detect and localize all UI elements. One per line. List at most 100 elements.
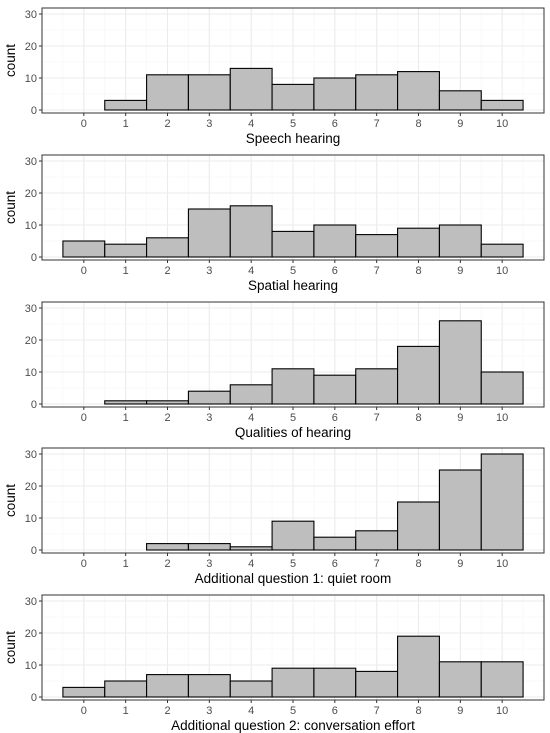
histogram-panel-2: 0 10 20 30 0 1 2 3 4 5 6 7 8 9 10 Spatial hearing count bbox=[3, 154, 545, 293]
histogram-bar bbox=[271, 667, 315, 698]
histogram-bar bbox=[187, 674, 231, 698]
x-tick-label: 7 bbox=[374, 705, 380, 717]
histogram-bar bbox=[355, 530, 399, 551]
x-tick-label: 10 bbox=[496, 705, 508, 717]
histogram-bar bbox=[438, 90, 482, 111]
x-tick-label: 3 bbox=[206, 118, 212, 130]
x-tick-label: 2 bbox=[164, 705, 170, 717]
x-tick-label: 2 bbox=[164, 412, 170, 424]
histogram-bar bbox=[480, 243, 524, 258]
histogram-bar bbox=[146, 400, 189, 405]
histogram-bar bbox=[146, 674, 189, 698]
y-tick-label: 10 bbox=[25, 660, 37, 672]
histogram-bar bbox=[146, 543, 189, 551]
histogram-bar bbox=[229, 680, 273, 698]
histogram-panel-3: 0 10 20 30 0 1 2 3 4 5 6 7 8 9 10 Qualities of hearing bbox=[25, 301, 545, 440]
x-tick-label: 3 bbox=[206, 412, 212, 424]
histogram-bar bbox=[355, 368, 399, 405]
x-tick-label: 8 bbox=[415, 265, 421, 277]
y-tick-label: 20 bbox=[25, 628, 37, 640]
histogram-bar bbox=[313, 667, 357, 698]
y-tick-label: 0 bbox=[31, 545, 37, 557]
y-tick-label: 30 bbox=[25, 156, 37, 168]
x-tick-label: 5 bbox=[290, 558, 296, 570]
x-tick-label: 0 bbox=[81, 412, 87, 424]
x-tick-label: 4 bbox=[248, 118, 254, 130]
x-tick-label: 9 bbox=[457, 265, 463, 277]
histogram-bar bbox=[146, 74, 189, 111]
y-axis-title: count bbox=[3, 484, 18, 517]
histogram-bar bbox=[480, 661, 524, 698]
x-tick-label: 1 bbox=[123, 412, 129, 424]
histogram-bar bbox=[271, 520, 315, 551]
y-tick-label: 0 bbox=[31, 692, 37, 704]
x-axis-title: Additional question 2: conversation effo… bbox=[171, 718, 415, 733]
x-tick-label: 2 bbox=[164, 558, 170, 570]
x-tick-label: 9 bbox=[457, 118, 463, 130]
x-tick-label: 6 bbox=[332, 118, 338, 130]
x-tick-label: 5 bbox=[290, 705, 296, 717]
histogram-bar bbox=[271, 83, 315, 111]
x-tick-label: 8 bbox=[415, 705, 421, 717]
x-tick-label: 0 bbox=[81, 118, 87, 130]
y-tick-label: 30 bbox=[25, 596, 37, 608]
histogram-bar bbox=[62, 686, 106, 698]
histogram-bar bbox=[397, 501, 440, 551]
histogram-panel-5: 0 10 20 30 0 1 2 3 4 5 6 7 8 9 10 Additional question 2… bbox=[3, 594, 545, 733]
y-tick-label: 30 bbox=[25, 449, 37, 461]
histogram-bar bbox=[397, 71, 440, 111]
histogram-bar bbox=[187, 208, 231, 258]
x-tick-label: 7 bbox=[374, 118, 380, 130]
x-tick-label: 5 bbox=[290, 265, 296, 277]
histogram-bar bbox=[187, 74, 231, 111]
histogram-bar bbox=[271, 368, 315, 405]
histogram-bar bbox=[104, 400, 148, 405]
histogram-bar bbox=[480, 99, 524, 111]
x-tick-label: 2 bbox=[164, 118, 170, 130]
histogram-bar bbox=[187, 543, 231, 551]
histogram-bar bbox=[397, 635, 440, 698]
histogram-bar bbox=[229, 205, 273, 258]
y-tick-label: 20 bbox=[25, 481, 37, 493]
y-tick-label: 0 bbox=[31, 252, 37, 264]
y-tick-label: 10 bbox=[25, 220, 37, 232]
x-axis-title: Speech hearing bbox=[246, 131, 341, 146]
x-tick-label: 4 bbox=[248, 412, 254, 424]
histogram-bar bbox=[355, 234, 399, 258]
x-tick-label: 5 bbox=[290, 412, 296, 424]
x-tick-label: 8 bbox=[415, 412, 421, 424]
x-tick-label: 0 bbox=[81, 705, 87, 717]
histogram-bar bbox=[104, 680, 148, 698]
x-tick-label: 10 bbox=[496, 265, 508, 277]
x-tick-label: 0 bbox=[81, 265, 87, 277]
x-tick-label: 10 bbox=[496, 412, 508, 424]
x-tick-label: 3 bbox=[206, 705, 212, 717]
histogram-bar bbox=[104, 243, 148, 258]
x-tick-label: 4 bbox=[248, 265, 254, 277]
x-tick-label: 1 bbox=[123, 265, 129, 277]
x-tick-label: 1 bbox=[123, 118, 129, 130]
histogram-bar bbox=[104, 99, 148, 111]
x-tick-label: 7 bbox=[374, 558, 380, 570]
histogram-bar bbox=[146, 237, 189, 258]
x-tick-label: 8 bbox=[415, 118, 421, 130]
y-tick-label: 0 bbox=[31, 399, 37, 411]
histogram-bar bbox=[438, 320, 482, 405]
histogram-bar bbox=[438, 469, 482, 551]
x-tick-label: 1 bbox=[123, 558, 129, 570]
x-tick-label: 8 bbox=[415, 558, 421, 570]
x-tick-label: 3 bbox=[206, 558, 212, 570]
y-axis-title: count bbox=[3, 44, 18, 77]
x-tick-label: 6 bbox=[332, 265, 338, 277]
y-axis-title: count bbox=[3, 191, 18, 224]
y-tick-label: 30 bbox=[25, 9, 37, 21]
x-tick-label: 10 bbox=[496, 118, 508, 130]
x-tick-label: 1 bbox=[123, 705, 129, 717]
histogram-bar bbox=[480, 453, 524, 551]
x-axis-title: Additional question 1: quiet room bbox=[195, 571, 392, 586]
y-axis-title: count bbox=[3, 631, 18, 664]
histogram-bar bbox=[62, 240, 106, 258]
x-tick-label: 5 bbox=[290, 118, 296, 130]
x-tick-label: 6 bbox=[332, 412, 338, 424]
